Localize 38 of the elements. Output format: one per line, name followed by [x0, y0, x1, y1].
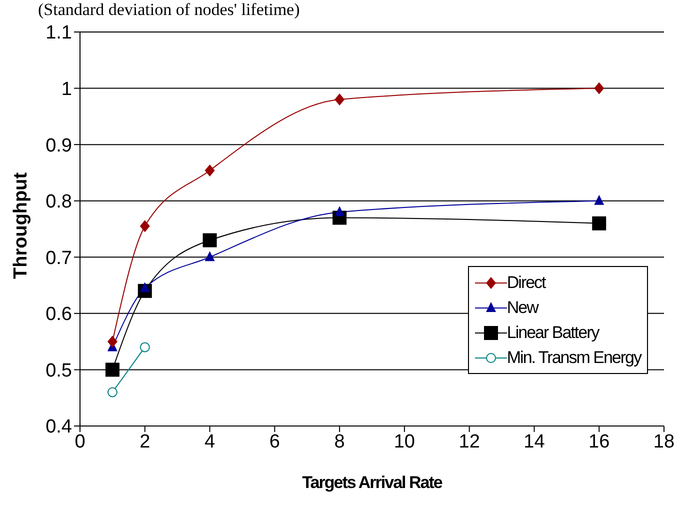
- point: [592, 216, 606, 230]
- point: [334, 206, 345, 216]
- point: [594, 194, 604, 205]
- y-tick-label: 1.1: [46, 22, 72, 44]
- legend-label: Direct: [506, 272, 546, 292]
- x-tick-label: 8: [334, 431, 345, 452]
- y-tick-label: 0.5: [46, 360, 72, 382]
- x-tick-label: 12: [458, 431, 480, 452]
- point: [107, 336, 118, 348]
- point: [140, 220, 150, 232]
- legend-label: Linear Battery: [506, 322, 599, 342]
- legend-label: New: [506, 298, 538, 318]
- point: [334, 94, 345, 106]
- y-tick-label: 0.6: [46, 304, 72, 326]
- x-tick-label: 6: [269, 431, 280, 452]
- x-tick-label: 4: [204, 431, 216, 452]
- y-tick-label: 0.4: [46, 416, 72, 438]
- y-tick-label: 0.8: [46, 192, 72, 213]
- point: [105, 362, 120, 377]
- point: [140, 342, 150, 352]
- point: [107, 387, 118, 398]
- x-tick-label: 18: [653, 431, 675, 452]
- point: [202, 233, 217, 248]
- x-tick-label: 2: [140, 431, 150, 452]
- x-tick-label: 0: [74, 431, 86, 452]
- x-tick-label: 10: [394, 431, 416, 452]
- chart-title: (Standard deviation of nodes' lifetime): [38, 0, 300, 20]
- x-tick-label: 16: [588, 431, 610, 452]
- y-axis-title: Throughput: [10, 172, 32, 279]
- legend-label: Min. Transm Energy: [506, 348, 641, 368]
- y-tick-label: 0.9: [46, 135, 72, 156]
- x-axis-title: Targets Arrival Rate: [302, 473, 442, 492]
- x-tick-label: 14: [524, 431, 546, 452]
- point: [204, 164, 215, 176]
- point: [204, 251, 215, 262]
- y-tick-label: 1: [61, 79, 72, 100]
- y-tick-label: 0.7: [46, 248, 72, 269]
- point: [594, 82, 604, 94]
